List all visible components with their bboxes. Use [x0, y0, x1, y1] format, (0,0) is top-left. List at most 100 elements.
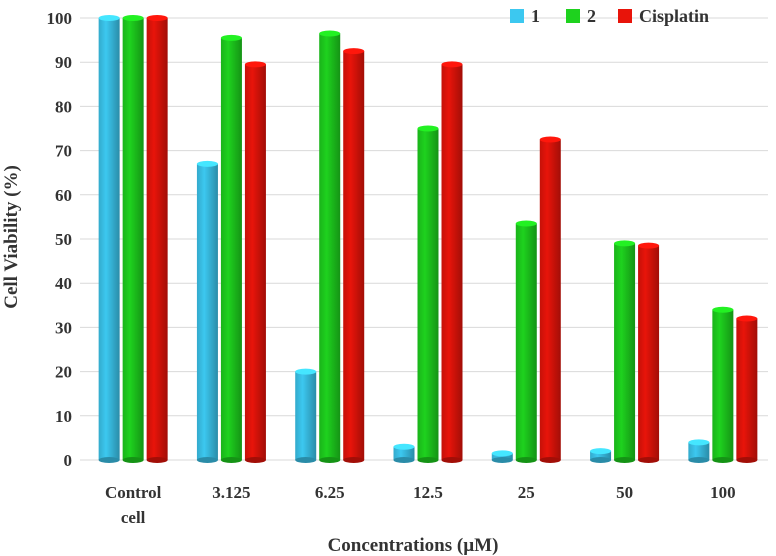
- bar-body: [343, 51, 365, 461]
- bar-body: [122, 18, 144, 460]
- bar-cap: [343, 48, 365, 55]
- bar-2-5: [614, 240, 636, 463]
- bar-base: [417, 457, 439, 463]
- x-tick-label: 100: [710, 483, 736, 502]
- x-tick-label: Control: [105, 483, 162, 502]
- bar-1-0: [98, 15, 120, 463]
- bar-cap: [196, 160, 218, 167]
- y-tick-label: 20: [55, 363, 72, 382]
- bar-cap: [146, 15, 168, 21]
- x-axis-ticks: Control cell 3.125 6.25 12.5 25 50 100: [105, 483, 736, 527]
- bar-cisplatin-1: [244, 61, 266, 463]
- y-tick-label: 100: [47, 9, 73, 28]
- bar-base: [98, 457, 120, 463]
- y-axis-title: Cell Viability (%): [1, 165, 22, 309]
- bar-body: [712, 309, 734, 460]
- y-tick-label: 10: [55, 407, 72, 426]
- bar-body: [515, 223, 537, 460]
- bar-cap: [220, 34, 242, 41]
- bar-2-2: [319, 30, 341, 463]
- legend-swatch: [510, 9, 524, 23]
- bar-cisplatin-5: [638, 242, 660, 463]
- bar-cisplatin-6: [736, 315, 758, 463]
- bar-body: [736, 318, 758, 460]
- bar-cap: [590, 448, 612, 455]
- x-tick-label: 12.5: [413, 483, 443, 502]
- bar-base: [393, 457, 415, 463]
- bar-1-1: [196, 160, 218, 463]
- bar-cap: [98, 15, 120, 21]
- bar-cap: [712, 306, 734, 313]
- y-tick-label: 50: [55, 230, 72, 249]
- y-tick-label: 60: [55, 186, 72, 205]
- bar-body: [590, 451, 612, 460]
- bar-cisplatin-0: [146, 15, 168, 463]
- x-tick-label: 25: [518, 483, 535, 502]
- y-tick-label: 90: [55, 53, 72, 72]
- bar-cap: [491, 450, 513, 457]
- bar-cap: [539, 136, 561, 143]
- bar-cisplatin-3: [441, 61, 463, 463]
- y-axis-ticks: 0 10 20 30 40 50 60 70 80 90 100: [47, 9, 73, 470]
- bar-cap: [393, 443, 415, 450]
- legend-label: 2: [587, 6, 596, 26]
- bar-cap: [295, 368, 317, 375]
- legend-swatch: [566, 9, 580, 23]
- bar-body: [393, 446, 415, 460]
- bar-cap: [638, 242, 660, 249]
- bar-cap: [736, 315, 758, 322]
- legend-swatch: [618, 9, 632, 23]
- bar-1-3: [393, 443, 415, 463]
- bar-2-1: [220, 34, 242, 463]
- bar-body: [539, 139, 561, 461]
- bar-1-5: [590, 448, 612, 463]
- bar-body: [146, 18, 168, 460]
- bar-cap: [122, 15, 144, 21]
- x-axis-title: Concentrations (µM): [328, 535, 499, 556]
- bar-base: [441, 457, 463, 463]
- bar-base: [736, 457, 758, 463]
- bar-base: [220, 457, 242, 463]
- bar-base: [295, 457, 317, 463]
- legend-item-cisplatin: Cisplatin: [618, 6, 709, 26]
- x-tick-label: 6.25: [315, 483, 345, 502]
- bar-body: [244, 64, 266, 460]
- bar-cisplatin-4: [539, 136, 561, 463]
- bar-1-2: [295, 368, 317, 463]
- bar-1-6: [688, 439, 710, 463]
- y-tick-label: 30: [55, 318, 72, 337]
- bar-cisplatin-2: [343, 48, 365, 463]
- bar-body: [295, 371, 317, 460]
- bar-base: [491, 457, 513, 463]
- legend: 1 2 Cisplatin: [510, 6, 709, 26]
- bar-cap: [244, 61, 266, 68]
- bar-base: [539, 457, 561, 463]
- bar-base: [196, 457, 218, 463]
- y-tick-label: 0: [64, 451, 73, 470]
- bar-2-0: [122, 15, 144, 463]
- bar-2-6: [712, 306, 734, 463]
- legend-label: Cisplatin: [639, 6, 709, 26]
- bar-body: [441, 64, 463, 460]
- bar-cap: [688, 439, 710, 446]
- bar-body: [688, 442, 710, 460]
- y-tick-label: 70: [55, 142, 72, 161]
- bar-base: [146, 457, 168, 463]
- bar-body: [196, 163, 218, 461]
- bar-cap: [515, 220, 537, 227]
- bar-base: [319, 457, 341, 463]
- bar-2-3: [417, 125, 439, 463]
- bar-base: [712, 457, 734, 463]
- x-tick-label: cell: [121, 508, 146, 527]
- bar-body: [220, 37, 242, 460]
- bar-base: [244, 457, 266, 463]
- legend-label: 1: [531, 6, 540, 26]
- bar-cap: [614, 240, 636, 247]
- bar-cap: [417, 125, 439, 132]
- bar-base: [590, 457, 612, 463]
- bar-body: [614, 243, 636, 460]
- legend-item-2: 2: [566, 6, 596, 26]
- bar-cap: [319, 30, 341, 37]
- bar-base: [688, 457, 710, 463]
